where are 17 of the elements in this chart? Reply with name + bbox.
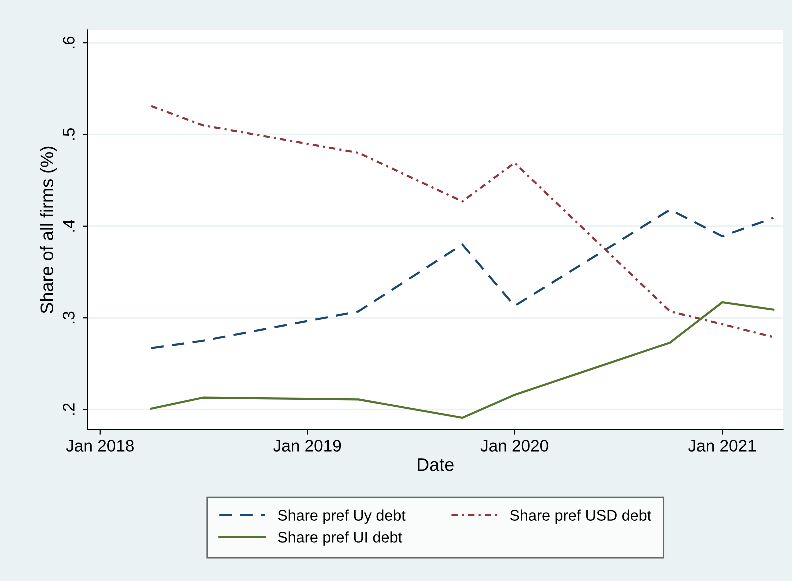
y-tick-label: .3 bbox=[63, 312, 75, 324]
x-tick-label: Jan 2020 bbox=[480, 440, 548, 452]
x-axis-title: Date bbox=[418, 458, 454, 472]
line-series bbox=[150, 208, 775, 350]
y-axis-title: Share of all firms (%) bbox=[40, 146, 58, 314]
x-tick-label: Jan 2018 bbox=[66, 440, 134, 452]
legend-label: Share pref Uy debt bbox=[278, 510, 406, 524]
y-tick-label: .2 bbox=[63, 404, 75, 416]
legend-label: Share pref USD debt bbox=[510, 510, 652, 524]
legend-label: Share pref UI debt bbox=[278, 532, 402, 546]
y-tick-label: .4 bbox=[63, 220, 75, 232]
x-tick-label: Jan 2019 bbox=[274, 440, 342, 452]
line-series bbox=[150, 301, 775, 420]
y-tick-label: .5 bbox=[63, 128, 75, 140]
y-tick-label: .6 bbox=[63, 36, 75, 48]
x-tick-label: Jan 2021 bbox=[688, 440, 756, 452]
line-series bbox=[150, 105, 775, 338]
